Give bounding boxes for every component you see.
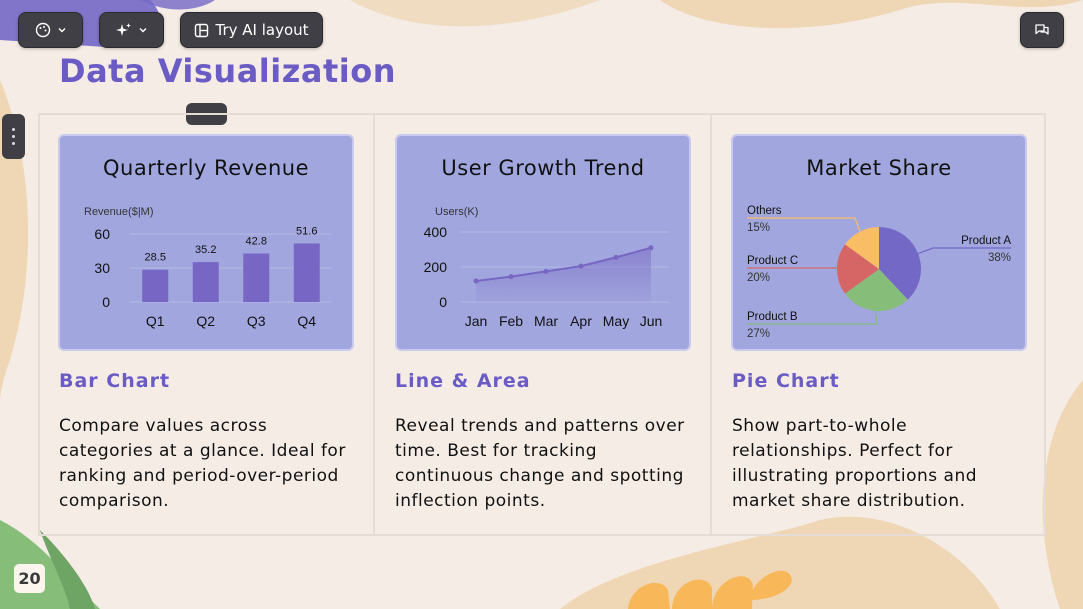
slice-percent: 38% xyxy=(988,252,1011,264)
column-divider xyxy=(710,113,712,536)
bar xyxy=(293,243,320,302)
chat-icon xyxy=(1035,24,1049,35)
area-chart: Users(K) 0 200 400 Jan Feb Mar Apr May Jun xyxy=(424,206,669,329)
leader-line xyxy=(747,310,878,325)
pie-slice xyxy=(845,269,908,311)
bar xyxy=(192,262,219,302)
pie-slice xyxy=(879,227,921,300)
data-point xyxy=(473,278,479,284)
x-tick-label: Q1 xyxy=(146,313,165,329)
try-ai-layout-button[interactable]: Try AI layout xyxy=(180,12,323,48)
data-label: 51.6 xyxy=(296,226,317,238)
slide-number: 20 xyxy=(14,564,45,593)
y-axis-label: Users(K) xyxy=(435,206,478,218)
leader-line xyxy=(747,217,861,232)
y-tick-label: 30 xyxy=(94,260,110,276)
x-tick-label: May xyxy=(603,313,629,329)
pie-chart-card[interactable]: Market Share Product A 38% Product B 27% Pro… xyxy=(731,134,1027,351)
slide-title[interactable]: Data Visualization xyxy=(59,52,396,90)
data-label: 28.5 xyxy=(145,252,166,264)
ai-menu-button[interactable] xyxy=(99,12,164,48)
palette-icon xyxy=(35,22,50,38)
columns-container xyxy=(38,113,1046,536)
chart-title: Quarterly Revenue xyxy=(102,156,310,180)
area-chart-card[interactable]: User Growth Trend Users(K) 0 200 400 Jan Feb M… xyxy=(395,134,691,351)
x-tick-label: Q3 xyxy=(247,313,266,329)
leader-line xyxy=(747,267,844,270)
data-point xyxy=(543,268,549,274)
y-tick-label: 400 xyxy=(424,224,448,240)
pie-chart: Product A 38% Product B 27% Product C 20% Othe… xyxy=(747,205,1011,340)
column-description[interactable]: Reveal trends and patterns over time. Be… xyxy=(395,416,685,511)
column-description[interactable]: Show part-to-whole relationships. Perfec… xyxy=(732,416,978,511)
x-tick-label: Apr xyxy=(570,313,592,329)
y-axis-label: Revenue($|M) xyxy=(84,206,154,218)
data-point xyxy=(613,254,619,260)
sparkle-icon xyxy=(115,23,131,36)
series-line xyxy=(475,246,652,282)
area-fill xyxy=(476,247,651,302)
chevron-down-icon xyxy=(139,28,146,33)
layout-icon xyxy=(195,23,209,37)
y-tick-label: 0 xyxy=(102,294,110,310)
bar xyxy=(243,253,270,302)
y-tick-label: 60 xyxy=(94,226,110,242)
pie-slice xyxy=(837,244,879,294)
chart-title: User Growth Trend xyxy=(441,156,645,180)
data-point xyxy=(508,274,514,280)
column-heading[interactable]: Pie Chart xyxy=(732,370,840,392)
chat-button[interactable] xyxy=(1020,12,1064,48)
x-tick-label: Mar xyxy=(534,313,558,329)
column-divider xyxy=(373,113,375,536)
data-label: 42.8 xyxy=(246,235,267,247)
pie-slice xyxy=(845,227,879,269)
x-tick-label: Q4 xyxy=(297,313,316,329)
x-tick-label: Q2 xyxy=(196,313,215,329)
chart-title: Market Share xyxy=(806,156,952,180)
slice-label: Others xyxy=(747,205,782,217)
slice-percent: 27% xyxy=(747,328,770,340)
x-tick-label: Feb xyxy=(499,313,523,329)
slice-label: Product A xyxy=(961,235,1011,247)
data-point xyxy=(648,245,654,251)
column-description[interactable]: Compare values across categories at a gl… xyxy=(59,416,346,511)
column-heading[interactable]: Bar Chart xyxy=(59,370,171,392)
column-heading[interactable]: Line & Area xyxy=(395,370,531,392)
data-point xyxy=(578,263,584,269)
slice-label: Product B xyxy=(747,311,798,323)
x-tick-label: Jan xyxy=(465,313,488,329)
bar xyxy=(142,269,169,302)
theme-menu-button[interactable] xyxy=(18,12,83,48)
try-ai-layout-label: Try AI layout xyxy=(215,21,309,39)
slice-percent: 20% xyxy=(747,272,770,284)
slice-percent: 15% xyxy=(747,222,770,234)
bar-chart-card[interactable]: Quarterly Revenue Revenue($|M) 0 30 60 28.5 Q… xyxy=(58,134,354,351)
leader-line xyxy=(917,247,1011,255)
chevron-down-icon xyxy=(58,28,65,33)
x-tick-label: Jun xyxy=(640,313,663,329)
y-tick-label: 0 xyxy=(439,294,447,310)
side-drag-handle[interactable] xyxy=(2,114,25,159)
data-label: 35.2 xyxy=(195,244,216,256)
slice-label: Product C xyxy=(747,255,798,267)
y-tick-label: 200 xyxy=(424,259,448,275)
bar-chart: Revenue($|M) 0 30 60 28.5 Q1 35.2 Q2 42.8 Q3 51.6 Q… xyxy=(84,206,332,329)
